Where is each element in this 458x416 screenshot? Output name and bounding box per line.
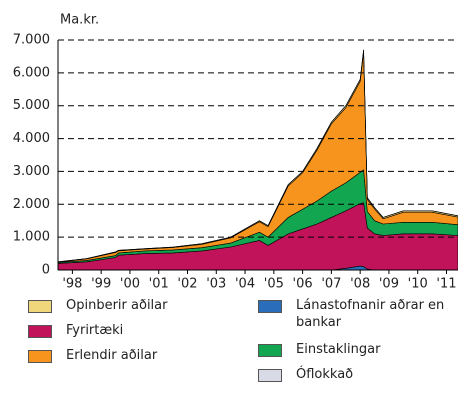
legend-item: Lánastofnanir aðrar en bankar [258,297,446,331]
legend-item: Opinberir aðilar [28,297,216,314]
x-tick-label: '10 [408,277,428,292]
x-tick-label: '04 [235,277,255,292]
legend-swatch [258,369,282,382]
y-tick-label: 2.000 [13,197,50,212]
x-tick-label: '02 [177,277,197,292]
y-tick-label: 0 [42,263,50,278]
legend-swatch [28,350,52,363]
legend-item: Fyrirtæki [28,322,216,339]
legend-label: Lánastofnanir aðrar en bankar [296,298,445,330]
x-tick-label: '98 [62,277,82,292]
y-tick-label: 6.000 [13,65,50,80]
x-tick-label: '08 [350,277,370,292]
x-tick-label: '01 [149,277,169,292]
x-tick-label: '06 [293,277,313,292]
y-tick-label: 3.000 [13,164,50,179]
legend-swatch [28,300,52,313]
x-tick-label: '00 [120,277,140,292]
x-tick-label: '09 [379,277,399,292]
legend-label: Erlendir aðilar [66,348,158,363]
y-tick-label: 4.000 [13,131,50,146]
y-tick-label: 5.000 [13,98,50,113]
y-axis-label: Ma.kr. [60,13,99,28]
y-tick-label: 7.000 [13,33,50,48]
legend-item: Óflokkað [258,366,446,383]
chart: Ma.kr. 0 1.000 2.000 3.000 4.000 5.000 6.000 7.… [13,13,458,292]
legend-label: Fyrirtæki [66,323,124,338]
legend-label: Óflokkað [296,367,354,382]
legend-swatch [28,325,52,338]
y-tick-label: 1.000 [13,230,50,245]
legend-item: Erlendir aðilar [28,347,216,364]
x-tick-label: '11 [436,277,456,292]
legend-swatch [258,344,282,357]
area [57,49,458,263]
x-tick-label: '03 [206,277,226,292]
legend-swatch [258,300,282,313]
x-tick-label: '07 [321,277,341,292]
legend-item: Einstaklingar [258,341,446,358]
legend-label: Einstaklingar [296,342,381,357]
legend-label: Opinberir aðilar [66,298,168,313]
x-tick-label: '05 [264,277,284,292]
x-tick-label: '99 [91,277,111,292]
